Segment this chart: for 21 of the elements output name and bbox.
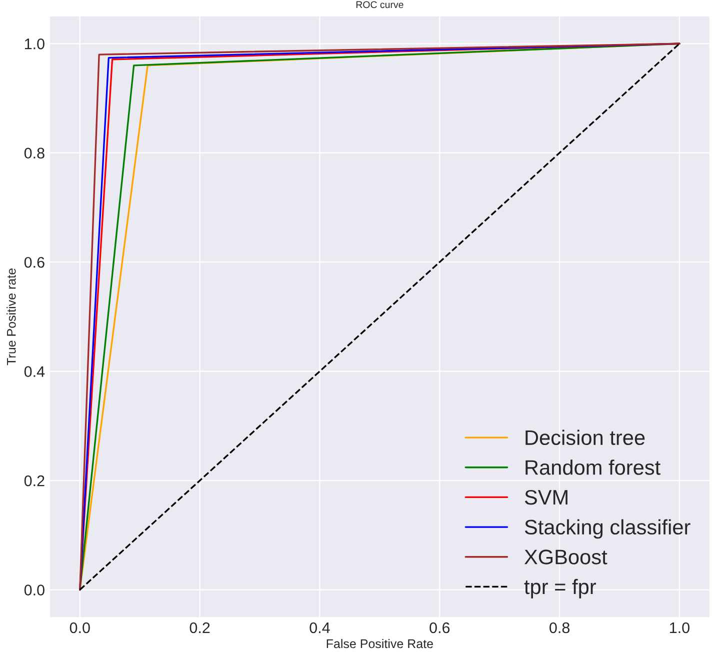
legend-label: XGBoost xyxy=(524,550,608,564)
legend-label: Stacking classifier xyxy=(524,519,690,539)
x-tick-label: 0.0 xyxy=(70,622,90,634)
y-tick-label: 0.8 xyxy=(24,148,44,159)
y-axis-title: True Positive rate xyxy=(6,268,16,366)
legend-label: SVM xyxy=(524,490,568,505)
x-tick-label: 1.0 xyxy=(670,622,690,634)
legend-label: tpr = fpr xyxy=(524,578,596,598)
y-tick-label: 0.2 xyxy=(24,475,44,486)
legend-label: Random forest xyxy=(526,460,660,475)
chart-title: ROC curve xyxy=(356,1,404,8)
y-tick-label: 0.6 xyxy=(24,256,44,268)
x-axis-title: False Positive Rate xyxy=(326,638,433,648)
x-tick-label: 0.2 xyxy=(190,622,210,634)
y-tick-label: 0.4 xyxy=(24,366,45,378)
y-tick-label: 0.0 xyxy=(24,584,44,596)
y-tick-label: 1.0 xyxy=(24,38,44,50)
legend-label: Decision tree xyxy=(526,430,645,446)
x-tick-label: 0.6 xyxy=(430,622,450,634)
x-tick-label: 0.4 xyxy=(310,622,330,634)
x-tick-label: 0.8 xyxy=(550,622,570,634)
